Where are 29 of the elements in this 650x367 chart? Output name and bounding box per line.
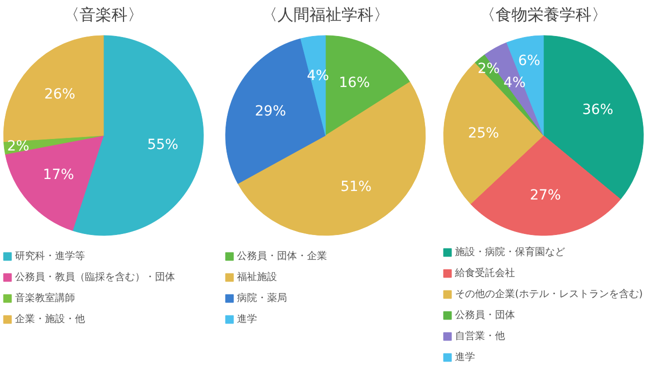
legend-label: 企業・施設・他 — [15, 312, 85, 326]
data-label: 27% — [530, 187, 561, 204]
legend-label: 自営業・他 — [455, 330, 505, 343]
data-label: 6% — [518, 52, 540, 69]
legend-label: 公務員・教員（臨採を含む）・団体 — [15, 270, 175, 284]
legend-label: 福祉施設 — [237, 270, 277, 284]
data-label: 26% — [44, 86, 76, 102]
legend-label: 公務員・団体・企業 — [237, 250, 327, 263]
legend-label: 施設・病院・保育園など — [455, 246, 565, 259]
data-label: 2% — [7, 138, 30, 154]
data-label: 29% — [254, 104, 286, 120]
legend-label: 給食受託会社 — [455, 266, 515, 280]
legend-label: 公務員・団体 — [455, 309, 515, 322]
data-label: 16% — [338, 74, 370, 91]
data-label: 4% — [503, 74, 526, 91]
data-label: 51% — [340, 179, 372, 196]
data-label: 36% — [582, 102, 614, 118]
legend-label: 研究科・進学等 — [15, 250, 85, 263]
legend-label: 進学 — [455, 351, 475, 364]
legend-label: その他の企業(ホテル・レストランを含む) — [455, 288, 643, 301]
chart-title: 〈人間福祉学科〉 — [262, 5, 390, 24]
chart-title: 〈食物栄養学科〉 — [480, 5, 608, 24]
data-label: 17% — [42, 167, 74, 184]
data-label: 55% — [147, 136, 178, 153]
legend-label: 音楽教室講師 — [15, 292, 75, 305]
data-label: 25% — [468, 126, 500, 142]
legend-label: 病院・薬局 — [237, 292, 287, 305]
chart-title: 〈音楽科〉 — [64, 5, 144, 24]
legend-label: 進学 — [237, 313, 257, 326]
